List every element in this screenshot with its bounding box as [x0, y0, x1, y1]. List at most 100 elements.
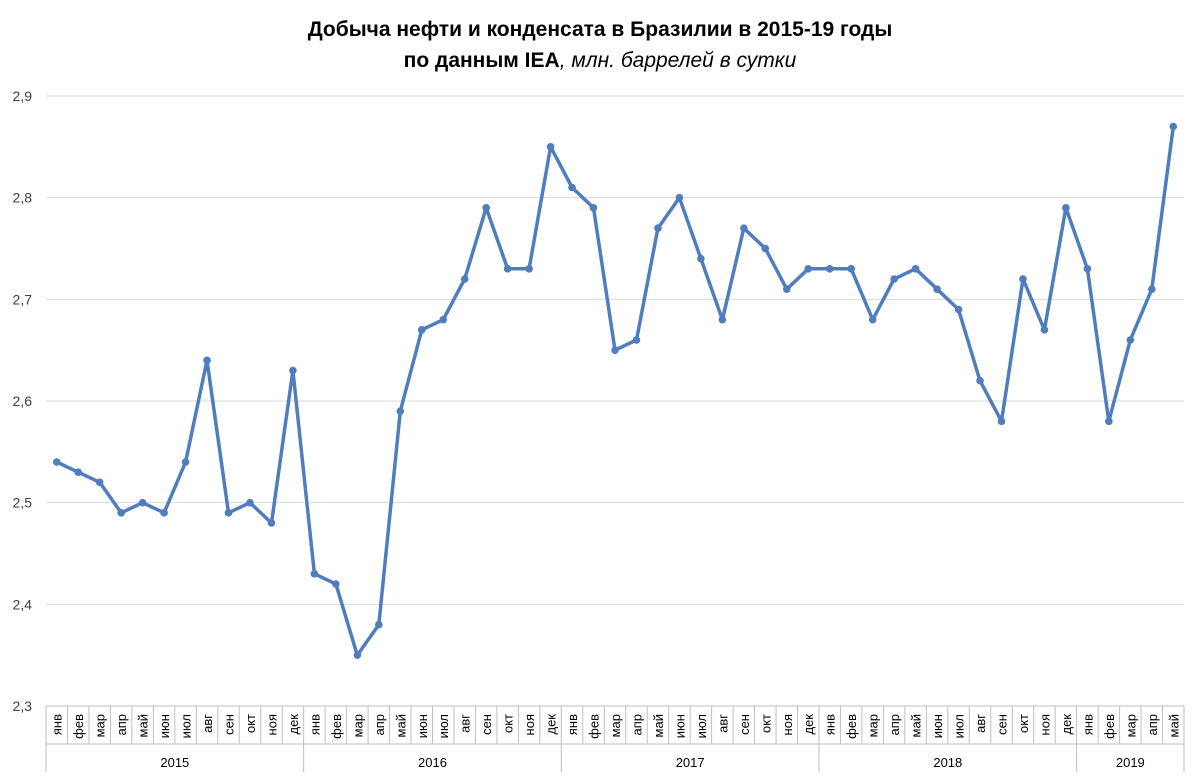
data-point	[1062, 204, 1070, 212]
data-point	[697, 254, 705, 263]
data-point	[138, 498, 147, 507]
data-point	[332, 580, 340, 588]
x-tick-label: фев	[587, 714, 602, 739]
x-tick-label: ноя	[522, 714, 537, 735]
x-tick-label: окт	[501, 714, 516, 733]
x-tick-label: май	[909, 714, 924, 737]
data-point	[74, 468, 83, 476]
data-point	[503, 265, 512, 273]
x-tick-label: дек	[1059, 714, 1074, 735]
data-points	[52, 122, 1178, 659]
x-tick-label: май	[1166, 714, 1181, 737]
series-polyline	[54, 124, 1176, 657]
data-point	[976, 376, 984, 385]
x-tick-label: сен	[737, 714, 752, 735]
chart-title: Добыча нефти и конденсата в Бразилии в 2…	[0, 14, 1200, 76]
chart-title-unit: , млн. баррелей в сутки	[559, 49, 797, 72]
x-tick-label: окт	[243, 714, 258, 733]
data-point	[632, 336, 641, 344]
x-tick-label: янв	[1080, 714, 1095, 735]
data-point	[181, 458, 190, 466]
x-tick-label: ноя	[780, 714, 795, 735]
chart-title-main: Добыча нефти и конденсата в Бразилии в 2…	[307, 18, 893, 41]
data-point	[868, 315, 877, 324]
x-tick-label: дек	[801, 714, 816, 735]
x-tick-label: июн	[672, 714, 687, 738]
data-point	[611, 346, 619, 354]
x-tick-label: дек	[544, 714, 559, 735]
x-tick-label: фев	[329, 714, 344, 739]
data-point	[911, 265, 920, 273]
data-point	[1019, 275, 1027, 283]
x-tick-label: мар	[866, 714, 881, 737]
data-point	[1169, 122, 1178, 131]
x-tick-label: сен	[222, 714, 237, 735]
x-tick-labels: янв фев мар апр май июн июл авг сен окт ноя дек2015…	[50, 714, 1182, 770]
x-tick-label: авг	[200, 714, 215, 733]
x-tick-label: мар	[1123, 714, 1138, 737]
x-tick-label: дек	[286, 714, 301, 735]
data-point	[1105, 417, 1113, 426]
x-tick-label: апр	[114, 714, 129, 736]
data-point	[954, 305, 963, 314]
y-tick-labels: 2,3 2,4 2,5 2,6 2,7 2,8 2,9	[13, 88, 33, 714]
x-tick-label: окт	[758, 714, 773, 733]
x-tick-label: фев	[71, 714, 86, 739]
x-tick-label: июн	[157, 714, 172, 738]
x-tick-label: янв	[565, 714, 580, 735]
year-label: 2016	[418, 755, 447, 770]
data-point	[546, 143, 555, 151]
data-point	[52, 458, 61, 466]
y-tick-label: 2,3	[13, 698, 33, 714]
data-point	[1147, 285, 1156, 293]
x-tick-label: ноя	[1037, 714, 1052, 735]
x-tick-label: янв	[823, 714, 838, 735]
x-tick-label: июл	[952, 714, 967, 738]
x-tick-label: июл	[436, 714, 451, 738]
y-tick-label: 2,7	[13, 291, 33, 307]
x-tick-label: фев	[844, 714, 859, 739]
y-tick-label: 2,5	[13, 495, 33, 511]
x-tick-label: ноя	[264, 714, 279, 735]
y-tick-label: 2,6	[13, 393, 33, 409]
data-point	[1083, 265, 1092, 273]
data-point	[439, 315, 448, 324]
year-label: 2018	[933, 755, 962, 770]
x-tick-label: янв	[50, 714, 65, 735]
x-tick-label: сен	[479, 714, 494, 735]
year-label: 2017	[676, 755, 705, 770]
y-tick-label: 2,8	[13, 190, 33, 206]
axes	[45, 705, 1185, 772]
data-point	[375, 620, 383, 629]
x-tick-label: июл	[694, 714, 709, 738]
data-point	[95, 478, 104, 487]
x-tick-label: окт	[1016, 714, 1031, 733]
data-point	[740, 224, 748, 232]
data-point	[246, 498, 254, 507]
data-point	[417, 326, 426, 334]
x-tick-label: авг	[458, 714, 473, 733]
x-tick-label: май	[136, 714, 151, 737]
data-point	[1126, 336, 1135, 344]
x-tick-label: авг	[973, 714, 988, 733]
data-point	[761, 244, 770, 253]
chart-title-source: по данным IEA	[403, 49, 560, 72]
data-point	[568, 183, 576, 192]
data-point	[890, 275, 898, 283]
x-tick-label: июл	[179, 714, 194, 738]
x-tick-label: мар	[93, 714, 108, 737]
x-tick-label: янв	[307, 714, 322, 735]
data-point	[933, 285, 941, 293]
data-point	[525, 265, 533, 273]
data-point	[847, 265, 855, 273]
x-tick-label: апр	[1145, 714, 1160, 736]
x-tick-label: сен	[994, 714, 1009, 735]
data-point	[718, 315, 727, 324]
x-tick-label: авг	[715, 714, 730, 733]
data-point	[396, 407, 405, 415]
data-point	[460, 275, 469, 283]
year-label: 2015	[160, 755, 189, 770]
data-point	[675, 193, 684, 202]
